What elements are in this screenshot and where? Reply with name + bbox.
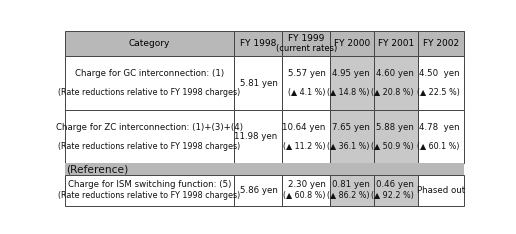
Bar	[282, 175, 330, 205]
Bar	[282, 110, 330, 163]
Bar	[375, 56, 418, 110]
Text: Charge for ZC interconnection: (1)+(3)+(4): Charge for ZC interconnection: (1)+(3)+(…	[56, 123, 243, 132]
Text: (▲ 50.9 %): (▲ 50.9 %)	[371, 142, 414, 151]
Text: FY 1999: FY 1999	[288, 34, 325, 43]
Text: Phased out: Phased out	[417, 186, 465, 195]
Text: 0.46 yen: 0.46 yen	[376, 180, 414, 189]
Text: (▲ 14.8 %): (▲ 14.8 %)	[327, 88, 369, 97]
Text: (Rate reductions relative to FY 1998 charges): (Rate reductions relative to FY 1998 cha…	[58, 88, 240, 97]
Text: 4.60 yen: 4.60 yen	[376, 69, 414, 78]
Bar	[64, 31, 234, 56]
Text: FY 2001: FY 2001	[378, 39, 414, 48]
Bar	[64, 175, 234, 205]
Bar	[234, 175, 282, 205]
Text: 0.81 yen: 0.81 yen	[332, 180, 369, 189]
Bar	[282, 31, 330, 56]
Text: (▲ 60.1 %): (▲ 60.1 %)	[417, 142, 460, 151]
Text: (▲ 36.1 %): (▲ 36.1 %)	[327, 142, 369, 151]
Text: 7.65 yen: 7.65 yen	[332, 123, 369, 132]
Bar	[418, 31, 464, 56]
Text: 5.88 yen: 5.88 yen	[376, 123, 414, 132]
Text: (▲ 20.8 %): (▲ 20.8 %)	[371, 88, 414, 97]
Text: 4.50  yen: 4.50 yen	[419, 69, 460, 78]
Text: (▲ 4.1 %): (▲ 4.1 %)	[288, 88, 326, 97]
Text: FY 2002: FY 2002	[423, 39, 459, 48]
Bar	[375, 175, 418, 205]
Text: Charge for GC interconnection: (1): Charge for GC interconnection: (1)	[75, 69, 224, 78]
Text: (Reference): (Reference)	[67, 164, 129, 174]
Bar	[418, 56, 464, 110]
Text: (Rate reductions relative to FY 1998 charges): (Rate reductions relative to FY 1998 cha…	[58, 191, 240, 200]
Text: (▲ 86.2 %): (▲ 86.2 %)	[327, 191, 369, 200]
Bar	[330, 175, 375, 205]
Bar	[418, 110, 464, 163]
Text: 5.86 yen: 5.86 yen	[240, 186, 278, 195]
Text: 10.64 yen: 10.64 yen	[282, 123, 326, 132]
Bar	[282, 56, 330, 110]
Bar	[234, 110, 282, 163]
Bar	[375, 31, 418, 56]
Text: 5.81 yen: 5.81 yen	[240, 79, 278, 88]
Text: (Rate reductions relative to FY 1998 charges): (Rate reductions relative to FY 1998 cha…	[58, 142, 240, 151]
Text: (▲ 11.2 %): (▲ 11.2 %)	[283, 142, 326, 151]
Bar	[418, 175, 464, 205]
Bar	[375, 110, 418, 163]
Text: 2.30 yen: 2.30 yen	[288, 180, 326, 189]
Text: Category: Category	[129, 39, 170, 48]
Bar	[234, 56, 282, 110]
Bar	[330, 56, 375, 110]
Bar	[234, 31, 282, 56]
Text: 11.98 yen: 11.98 yen	[234, 132, 278, 141]
Text: 4.78  yen: 4.78 yen	[419, 123, 460, 132]
Bar	[64, 163, 464, 175]
Text: (▲ 92.2 %): (▲ 92.2 %)	[370, 191, 414, 200]
Text: FY 2000: FY 2000	[334, 39, 370, 48]
Text: Charge for ISM switching function: (5): Charge for ISM switching function: (5)	[68, 180, 231, 189]
Text: (current rates): (current rates)	[276, 44, 337, 53]
Bar	[330, 110, 375, 163]
Text: 5.57 yen: 5.57 yen	[288, 69, 326, 78]
Text: 4.95 yen: 4.95 yen	[332, 69, 369, 78]
Bar	[64, 110, 234, 163]
Text: (▲ 22.5 %): (▲ 22.5 %)	[417, 88, 460, 97]
Text: (▲ 60.8 %): (▲ 60.8 %)	[283, 191, 326, 200]
Text: FY 1998: FY 1998	[240, 39, 277, 48]
Bar	[64, 56, 234, 110]
Bar	[330, 31, 375, 56]
